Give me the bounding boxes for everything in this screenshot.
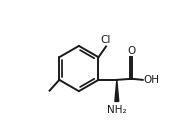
- Text: OH: OH: [144, 75, 160, 85]
- Text: NH₂: NH₂: [107, 105, 127, 115]
- Text: Cl: Cl: [101, 35, 111, 45]
- Polygon shape: [115, 80, 119, 101]
- Text: O: O: [128, 46, 136, 56]
